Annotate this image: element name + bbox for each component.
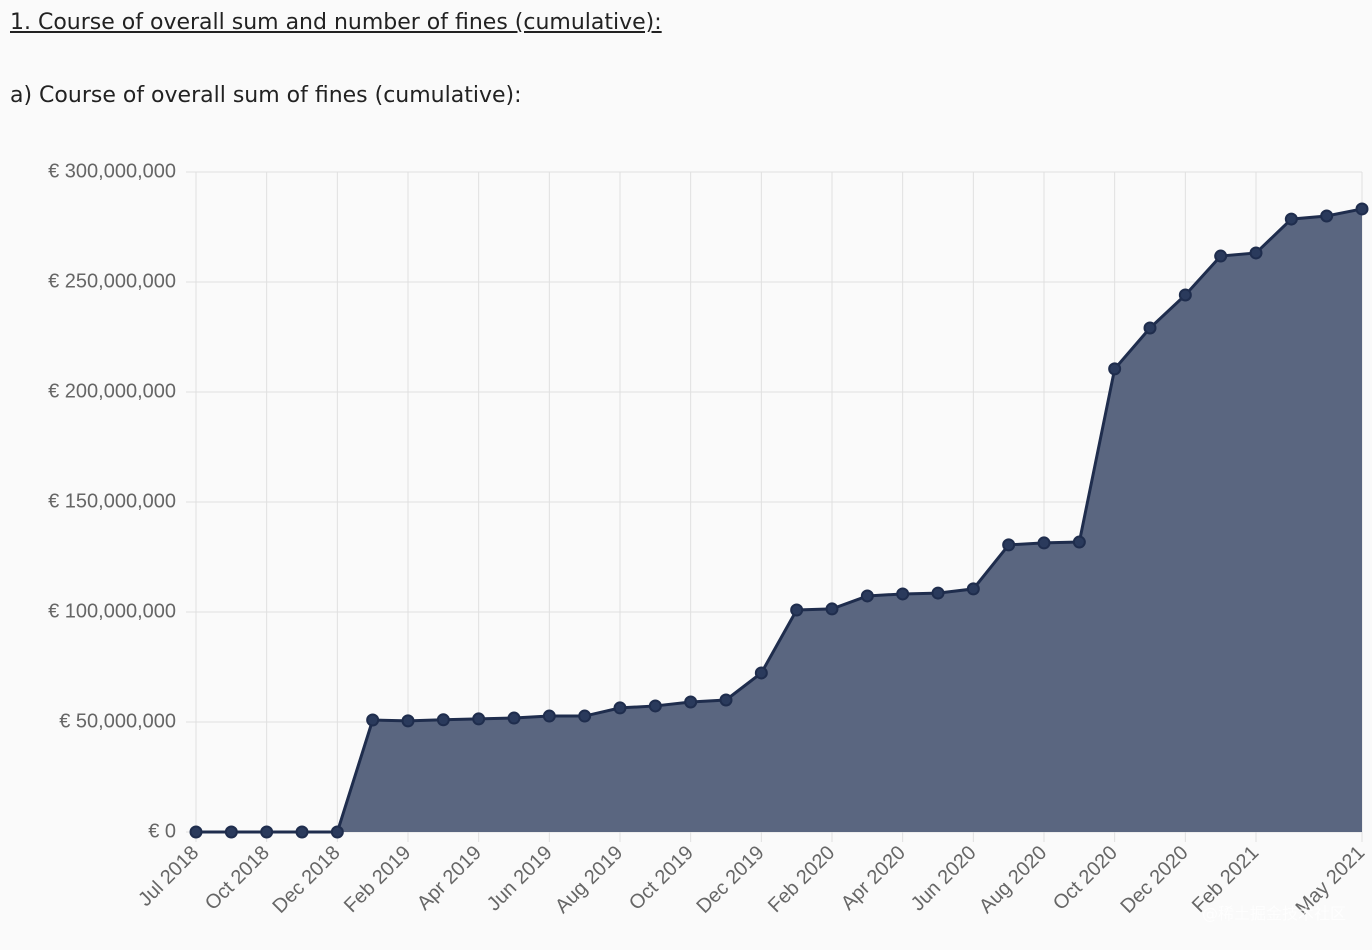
point <box>1002 538 1016 552</box>
point <box>472 712 486 726</box>
point <box>754 666 768 680</box>
area-fill <box>196 208 1362 832</box>
y-tick-label: € 300,000,000 <box>48 160 176 182</box>
x-tick-label: Jun 2020 <box>907 842 981 916</box>
point <box>931 586 945 600</box>
point <box>1108 362 1122 376</box>
point <box>1143 321 1157 335</box>
y-tick-label: € 250,000,000 <box>48 270 176 292</box>
x-tick-label: Apr 2020 <box>837 842 910 915</box>
point <box>330 825 344 839</box>
point <box>295 825 309 839</box>
point <box>966 582 980 596</box>
section-title: 1. Course of overall sum and number of f… <box>10 10 662 35</box>
point <box>825 602 839 616</box>
point <box>1072 535 1086 549</box>
x-tick-label: Aug 2020 <box>975 842 1051 918</box>
point <box>401 714 415 728</box>
y-tick-label: € 100,000,000 <box>48 600 176 622</box>
point <box>1355 202 1369 216</box>
point <box>1284 212 1298 226</box>
point <box>542 709 556 723</box>
point <box>1214 249 1228 263</box>
x-tick-label: Dec 2020 <box>1117 842 1193 918</box>
x-tick-label: Aug 2019 <box>551 842 627 918</box>
y-tick-label: € 50,000,000 <box>59 710 176 732</box>
x-tick-label: Dec 2019 <box>693 842 769 918</box>
x-tick-label: Apr 2019 <box>413 842 486 915</box>
x-tick-label: Jul 2018 <box>134 842 203 911</box>
x-tick-label: Feb 2019 <box>340 842 415 917</box>
y-tick-label: € 200,000,000 <box>48 380 176 402</box>
y-tick-label: € 0 <box>148 820 176 842</box>
x-tick-label: Oct 2018 <box>201 842 274 915</box>
chart-subtitle: a) Course of overall sum of fines (cumul… <box>10 83 522 108</box>
point <box>896 587 910 601</box>
watermark: @稀土掘金技术社区 <box>1201 904 1346 923</box>
point <box>260 825 274 839</box>
x-tick-label: Dec 2018 <box>269 842 345 918</box>
point <box>436 713 450 727</box>
x-tick-label: Oct 2019 <box>625 842 698 915</box>
point <box>648 699 662 713</box>
point <box>684 695 698 709</box>
point <box>1320 209 1334 223</box>
line <box>196 207 1363 834</box>
point <box>578 709 592 723</box>
point <box>860 589 874 603</box>
point <box>189 825 203 839</box>
y-tick-label: € 150,000,000 <box>48 490 176 512</box>
point <box>1178 288 1192 302</box>
point <box>366 713 380 727</box>
x-tick-label: Jun 2019 <box>483 842 557 916</box>
point <box>613 701 627 715</box>
point <box>719 693 733 707</box>
x-tick-label: Feb 2020 <box>764 842 839 917</box>
point <box>507 711 521 725</box>
point <box>1249 246 1263 260</box>
x-tick-label: Oct 2020 <box>1049 842 1122 915</box>
point <box>224 825 238 839</box>
point <box>790 603 804 617</box>
point <box>1037 536 1051 550</box>
